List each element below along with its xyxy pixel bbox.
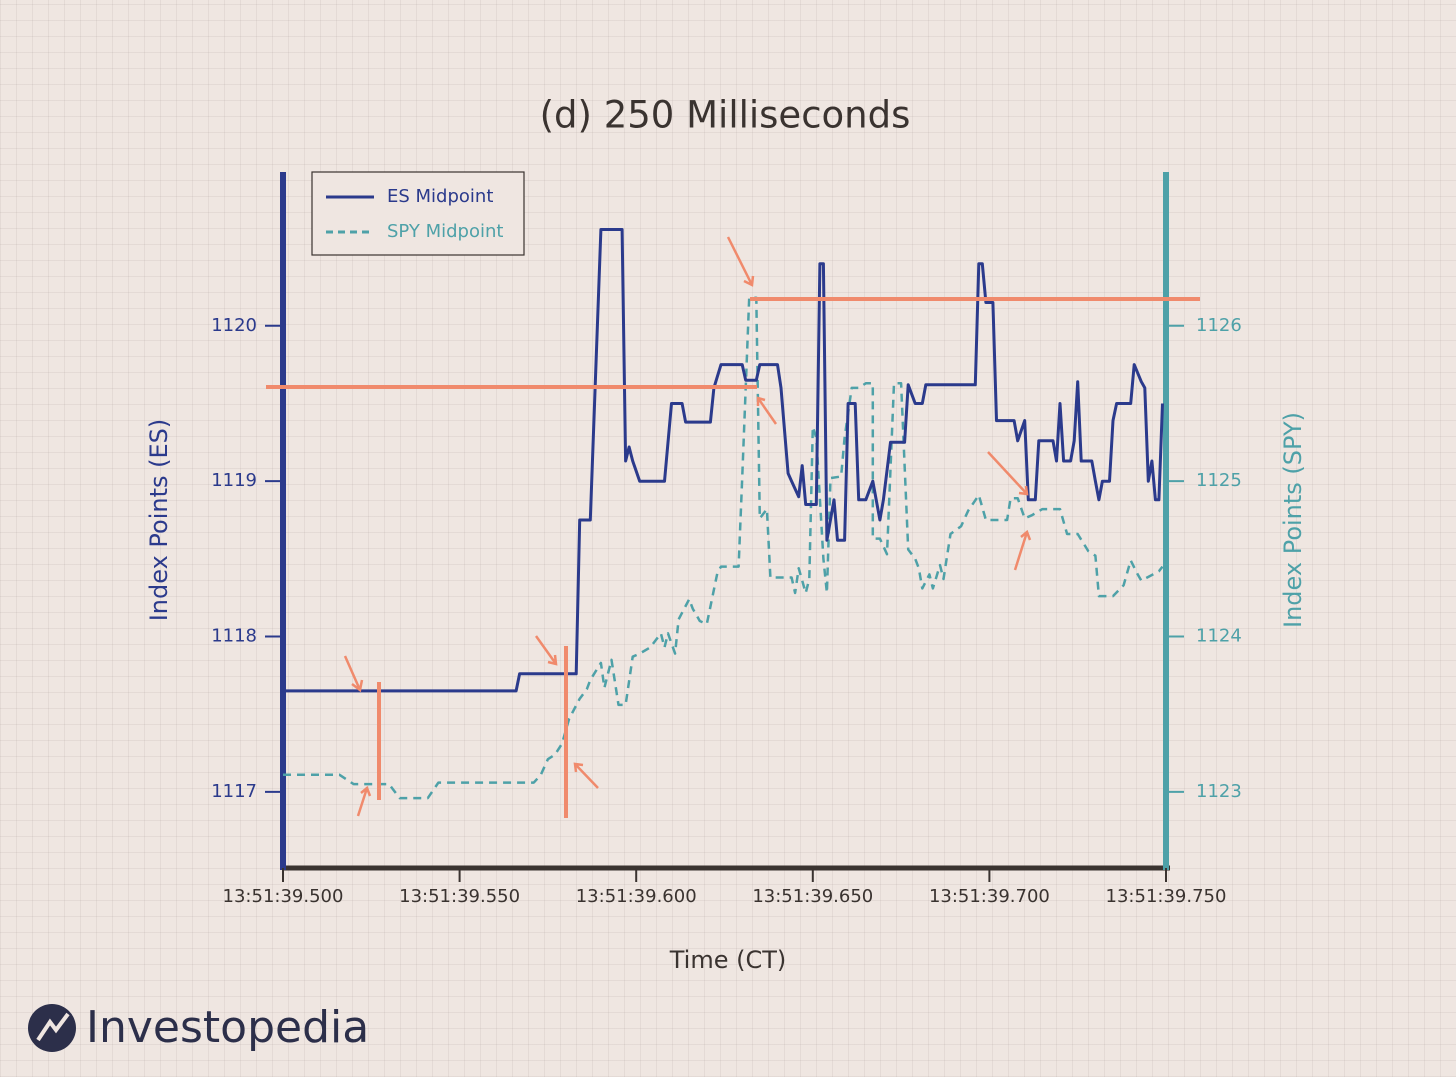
logo: Investopedia: [28, 1002, 369, 1053]
logo-mark: [36, 1012, 70, 1042]
y2-tick-label: 1124: [1196, 626, 1242, 647]
x-tick-label: 13:51:39.550: [399, 886, 520, 907]
arrow: [573, 762, 599, 789]
series-line: [283, 228, 1164, 693]
y2-tick-label: 1123: [1196, 781, 1242, 802]
y2-tick-label: 1125: [1196, 470, 1242, 491]
y-axis-label: Index Points (ES): [145, 419, 173, 622]
arrow: [356, 785, 372, 817]
arrow: [534, 635, 558, 666]
arrow: [756, 396, 778, 425]
annotations: [266, 236, 1200, 818]
legend: ES Midpoint SPY Midpoint: [311, 171, 525, 256]
arrow: [343, 655, 364, 693]
x-tick-label: 13:51:39.750: [1106, 886, 1227, 907]
legend-label: ES Midpoint: [387, 186, 493, 207]
y-tick-label: 1118: [211, 626, 257, 647]
plot-area: 1117 1118 1119 1120 1123 1124 1125 1126 13:51:39…: [211, 172, 1242, 907]
arrow: [1013, 529, 1032, 571]
x-tick-label: 13:51:39.650: [752, 886, 873, 907]
arrow: [726, 236, 755, 287]
chart-title: (d) 250 Milliseconds: [540, 94, 911, 137]
y2-axis-label: Index Points (SPY): [1279, 412, 1307, 628]
series-line: [283, 296, 1164, 800]
x-tick-label: 13:51:39.700: [929, 886, 1050, 907]
legend-box: [311, 171, 525, 256]
arrow: [987, 451, 1029, 496]
y-tick-label: 1120: [211, 315, 257, 336]
legend-label: SPY Midpoint: [387, 221, 503, 242]
y2-tick-label: 1126: [1196, 315, 1242, 336]
x-tick-label: 13:51:39.600: [576, 886, 697, 907]
x-tick-label: 13:51:39.500: [223, 886, 344, 907]
y-tick-label: 1117: [211, 781, 257, 802]
logo-text: Investopedia: [86, 1002, 369, 1053]
y-tick-label: 1119: [211, 470, 257, 491]
x-axis-label: Time (CT): [669, 946, 787, 974]
arrows: [343, 236, 1032, 817]
